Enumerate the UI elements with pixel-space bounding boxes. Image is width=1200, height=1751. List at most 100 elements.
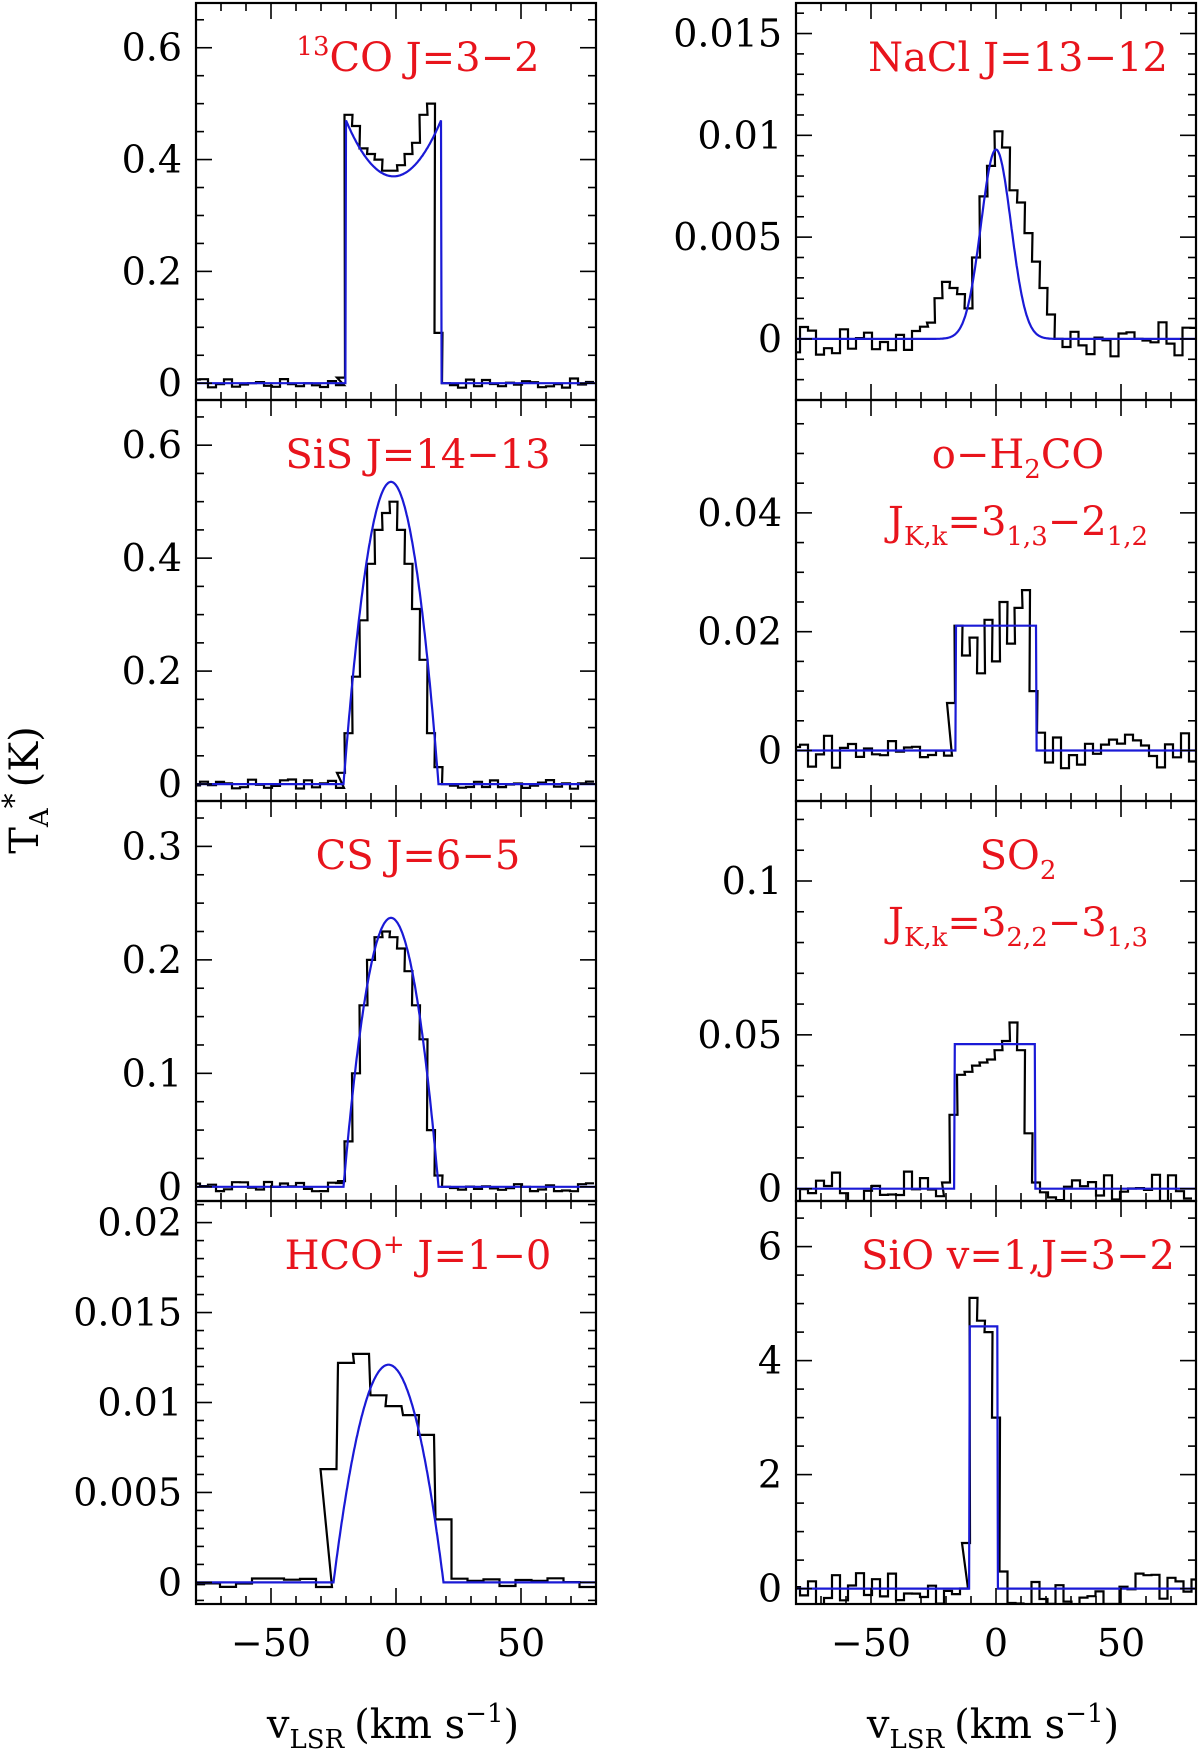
- y-tick-label: 0.04: [697, 491, 782, 535]
- y-tick-label: 0: [158, 762, 182, 806]
- observed-spectrum-nacl: [796, 130, 1196, 358]
- label-text: =3: [947, 900, 1006, 946]
- y-tick-label: 0.6: [122, 26, 182, 70]
- y-tick-label: 0: [758, 729, 782, 773]
- y-tick-label: 0: [158, 361, 182, 405]
- label-text: −3: [1048, 900, 1107, 946]
- y-tick-label: 0.05: [697, 1013, 782, 1057]
- label-text: HCO: [285, 1233, 383, 1279]
- observed-spectrum-cs: [196, 930, 594, 1193]
- label-subscript: 2: [1040, 856, 1057, 886]
- x-axis-subscript: LSR: [290, 1725, 346, 1751]
- x-tick-label: −50: [231, 1621, 311, 1665]
- model-fit-sio: [796, 1325, 1196, 1590]
- panel-label: SiO v=1,J=3−2: [861, 1233, 1175, 1279]
- spectrum-panel-13co: 0 0.2 0.4 0.6 13CO J=3−2: [122, 1, 598, 405]
- model-fit-13co: [196, 119, 596, 385]
- model-fit-hco: [196, 1363, 596, 1584]
- panel-label: SO2: [980, 833, 1057, 886]
- observed-spectrum-sio: [796, 1296, 1196, 1604]
- label-subscript: K,k: [904, 522, 948, 552]
- panel-label: NaCl J=13−12: [868, 35, 1168, 81]
- x-axis-unit-close: ): [1104, 1702, 1120, 1748]
- observed-spectrum-13co: [196, 102, 594, 389]
- spectrum-panel-sis: 0 0.2 0.4 0.6 SiS J=14−13: [122, 398, 598, 806]
- y-tick-label: 0.015: [73, 1291, 182, 1335]
- model-fit-sis: [196, 480, 596, 786]
- y-tick-label: 0: [158, 1165, 182, 1209]
- y-tick-label: 0.2: [122, 938, 182, 982]
- y-tick-label: 0: [758, 1567, 782, 1611]
- x-tick-label: 0: [984, 1621, 1008, 1665]
- svg-text:vLSR(km s−1): vLSR (km s−1): [866, 1699, 1119, 1751]
- observed-spectrum-so2: [798, 1021, 1192, 1201]
- y-axis-subscript: A: [25, 807, 55, 828]
- x-axis-symbol: v: [266, 1702, 290, 1748]
- panel-label: SiS J=14−13: [285, 432, 550, 478]
- label-text: SO: [980, 833, 1040, 879]
- label-subscript: K,k: [904, 923, 948, 953]
- y-tick-label: 0.2: [122, 249, 182, 293]
- spectrum-panel-cs: 0 0.1 0.2 0.3 CS J=6−5: [122, 799, 598, 1209]
- x-tick-label: 50: [497, 1621, 545, 1665]
- label-text: −2: [1048, 499, 1107, 545]
- spectrum-panel-nacl: 0 0.005 0.01 0.015 NaCl J=13−12: [673, 1, 1198, 402]
- label-subscript: 1,3: [1107, 923, 1148, 953]
- model-fit-nacl: [796, 148, 1196, 340]
- x-axis-unit-close: ): [504, 1702, 520, 1748]
- y-tick-label: 0.4: [122, 138, 182, 182]
- y-tick-label: 0.015: [673, 12, 782, 56]
- y-tick-label: 6: [758, 1225, 782, 1269]
- observed-spectrum-hco: [196, 1352, 596, 1589]
- label-text: CO J=3−2: [330, 35, 540, 81]
- y-axis-superscript: *: [0, 793, 32, 808]
- label-superscript: +: [383, 1230, 405, 1260]
- label-text: J: [884, 900, 904, 946]
- y-tick-label: 0.6: [122, 423, 182, 467]
- x-axis-unit-exponent: −1: [1065, 1699, 1103, 1729]
- label-text: NaCl J=13−12: [868, 35, 1168, 81]
- y-tick-label: 0.1: [122, 1051, 182, 1095]
- x-axis-unit: (km s: [354, 1702, 465, 1748]
- label-text: J=1−0: [405, 1233, 552, 1279]
- y-tick-label: 0.2: [122, 649, 182, 693]
- panel-label: o−H2CO: [932, 432, 1104, 485]
- spectrum-panel-h2co: 0 0.02 0.04 o−H2CO JK,k=31,3−21,2: [697, 398, 1198, 803]
- x-tick-label: 0: [384, 1621, 408, 1665]
- y-tick-label: 0.02: [97, 1201, 182, 1245]
- y-tick-label: 0.01: [97, 1381, 182, 1425]
- label-subscript: 1,2: [1107, 522, 1148, 552]
- x-axis-subscript: LSR: [890, 1725, 946, 1751]
- x-tick-label: −50: [831, 1621, 911, 1665]
- observed-spectrum-h2co: [796, 589, 1196, 770]
- y-tick-label: 0: [758, 1167, 782, 1211]
- panel-label: JK,k=32,2−31,3: [884, 900, 1148, 953]
- label-text: SiS J=14−13: [285, 432, 550, 478]
- y-tick-label: 0: [758, 317, 782, 361]
- y-tick-label: 0.01: [697, 113, 782, 157]
- label-subscript: 2: [1024, 455, 1041, 485]
- observed-spectrum-sis: [196, 500, 594, 790]
- y-tick-label: 0.1: [722, 859, 782, 903]
- label-subscript: 2,2: [1006, 923, 1047, 953]
- label-text: o−H: [932, 432, 1024, 478]
- spectrum-panel-sio: 0 2 4 6 −50 0 50 SiO v=1,J=3−2: [758, 1199, 1198, 1665]
- label-subscript: 1,3: [1006, 522, 1047, 552]
- label-text: SiO v=1,J=3−2: [861, 1233, 1175, 1279]
- y-tick-label: 0.02: [697, 610, 782, 654]
- model-fit-h2co: [796, 624, 1196, 752]
- y-axis-title: TA* (K): [0, 726, 55, 854]
- label-text: CS J=6−5: [316, 833, 521, 879]
- x-axis-title-right: vLSR (km s−1): [866, 1699, 1119, 1751]
- svg-text:TA*(K): TA* (K): [0, 726, 55, 854]
- label-superscript: 13: [296, 32, 329, 62]
- x-axis-unit: (km s: [954, 1702, 1065, 1748]
- x-axis-title-left: vLSR (km s−1): [266, 1699, 519, 1751]
- label-text: =3: [947, 499, 1006, 545]
- panels-group: 00.20.40.6 13CO J=3−200.0050.010.015NaCl …: [73, 1, 1198, 1665]
- x-axis-unit-exponent: −1: [465, 1699, 503, 1729]
- y-tick-label: 4: [758, 1339, 782, 1383]
- y-tick-label: 0.4: [122, 536, 182, 580]
- y-axis-symbol: T: [2, 827, 48, 854]
